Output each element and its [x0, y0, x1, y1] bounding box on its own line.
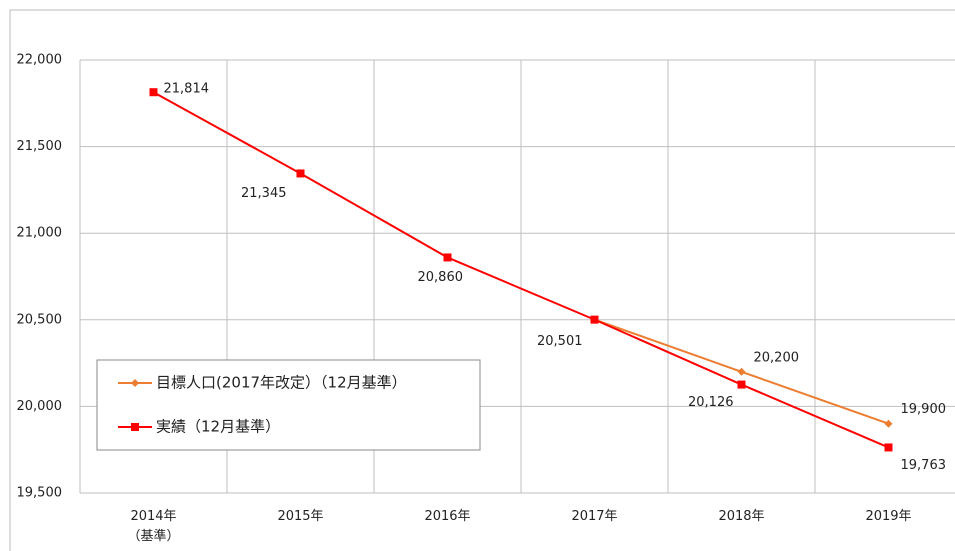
data-label: 21,814 [164, 82, 210, 97]
data-label: 20,126 [688, 395, 734, 410]
x-tick-label: 2014年 （基準） [127, 509, 180, 544]
data-point [737, 367, 746, 376]
y-tick-label: 21,500 [17, 139, 63, 154]
y-tick-label: 19,500 [17, 486, 63, 501]
legend-label: 目標人口(2017年改定）（12月基準） [156, 374, 407, 392]
data-label: 20,860 [418, 270, 464, 285]
data-point [737, 380, 746, 389]
data-point [296, 169, 305, 178]
data-label: 21,345 [241, 186, 287, 201]
y-tick-label: 20,500 [17, 312, 63, 327]
legend: 目標人口(2017年改定）（12月基準） 実績（12月基準） [96, 359, 481, 451]
data-label: 19,900 [901, 402, 947, 417]
legend-label: 実績（12月基準） [156, 418, 280, 436]
x-tick-label: 2016年 [424, 509, 471, 524]
data-point [443, 253, 452, 262]
data-point [884, 419, 893, 428]
y-tick-label: 21,000 [17, 226, 63, 241]
y-tick-label: 22,000 [17, 53, 63, 68]
data-label: 20,200 [754, 350, 800, 365]
x-tick-label: 2015年 [277, 509, 324, 524]
data-point [590, 315, 599, 324]
legend-marker [131, 379, 139, 387]
data-label: 20,501 [537, 334, 583, 349]
legend-box [96, 359, 481, 451]
series-line [153, 91, 889, 449]
legend-marker [131, 423, 139, 431]
x-tick-label: 2019年 [865, 509, 912, 524]
data-point [884, 443, 893, 452]
data-label: 19,763 [901, 458, 947, 473]
x-tick-label: 2018年 [718, 509, 765, 524]
chart-border [9, 9, 955, 551]
x-tick-label: 2017年 [571, 509, 618, 524]
y-tick-label: 20,000 [17, 399, 63, 414]
data-point [149, 88, 158, 97]
